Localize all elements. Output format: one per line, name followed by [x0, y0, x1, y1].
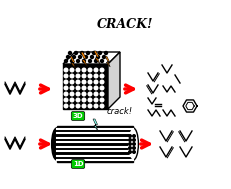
Circle shape	[82, 60, 85, 63]
Circle shape	[76, 92, 80, 96]
Circle shape	[70, 104, 74, 108]
Circle shape	[100, 74, 104, 78]
Polygon shape	[57, 126, 133, 162]
Circle shape	[91, 56, 94, 59]
Circle shape	[133, 151, 135, 153]
Circle shape	[70, 98, 74, 102]
Circle shape	[82, 86, 86, 90]
Circle shape	[76, 80, 80, 84]
Circle shape	[129, 147, 131, 149]
Circle shape	[129, 151, 131, 153]
Circle shape	[94, 98, 98, 102]
Circle shape	[100, 80, 104, 84]
Circle shape	[133, 147, 135, 149]
Text: CRACK!: CRACK!	[97, 18, 153, 30]
Circle shape	[64, 80, 68, 84]
Circle shape	[64, 104, 68, 108]
Circle shape	[70, 92, 74, 96]
Circle shape	[70, 74, 74, 78]
Circle shape	[76, 60, 79, 63]
Circle shape	[76, 86, 80, 90]
Circle shape	[76, 104, 80, 108]
Circle shape	[129, 139, 131, 141]
Circle shape	[129, 135, 131, 137]
Circle shape	[64, 68, 68, 72]
Circle shape	[88, 80, 92, 84]
Circle shape	[133, 139, 135, 141]
Circle shape	[76, 68, 80, 72]
Circle shape	[82, 98, 86, 102]
Polygon shape	[81, 52, 87, 67]
Circle shape	[94, 74, 98, 78]
Circle shape	[82, 92, 86, 96]
Circle shape	[88, 86, 92, 90]
Circle shape	[82, 68, 86, 72]
Text: 1D: 1D	[73, 161, 83, 167]
Circle shape	[104, 51, 107, 54]
Polygon shape	[108, 52, 120, 109]
Polygon shape	[70, 57, 76, 68]
Circle shape	[133, 135, 135, 137]
Circle shape	[73, 56, 76, 59]
Circle shape	[94, 60, 97, 63]
Circle shape	[100, 104, 104, 108]
Circle shape	[70, 60, 73, 63]
Circle shape	[88, 104, 92, 108]
Circle shape	[129, 143, 131, 145]
Circle shape	[103, 56, 106, 59]
Circle shape	[82, 104, 86, 108]
Circle shape	[64, 86, 68, 90]
Circle shape	[100, 98, 104, 102]
Circle shape	[88, 98, 92, 102]
Circle shape	[79, 56, 82, 59]
Circle shape	[70, 68, 74, 72]
Circle shape	[97, 56, 100, 59]
Circle shape	[76, 98, 80, 102]
Circle shape	[94, 104, 98, 108]
Circle shape	[64, 98, 68, 102]
Circle shape	[88, 60, 91, 63]
Circle shape	[86, 51, 89, 54]
Circle shape	[76, 74, 80, 78]
Circle shape	[92, 51, 95, 54]
Ellipse shape	[52, 128, 62, 160]
Circle shape	[100, 68, 104, 72]
Circle shape	[64, 60, 67, 63]
Circle shape	[69, 51, 72, 54]
Circle shape	[82, 80, 86, 84]
Circle shape	[133, 143, 135, 145]
Polygon shape	[93, 119, 98, 131]
Circle shape	[64, 92, 68, 96]
Circle shape	[98, 51, 101, 54]
Polygon shape	[94, 51, 100, 64]
Circle shape	[70, 86, 74, 90]
Text: crack!: crack!	[107, 108, 133, 116]
Circle shape	[100, 86, 104, 90]
Circle shape	[64, 74, 68, 78]
Circle shape	[82, 74, 86, 78]
Circle shape	[94, 86, 98, 90]
Circle shape	[88, 92, 92, 96]
Circle shape	[94, 80, 98, 84]
Circle shape	[85, 56, 88, 59]
Ellipse shape	[128, 128, 138, 160]
Polygon shape	[105, 57, 110, 67]
Circle shape	[67, 56, 70, 59]
Circle shape	[94, 68, 98, 72]
FancyBboxPatch shape	[63, 64, 108, 109]
Circle shape	[94, 92, 98, 96]
Circle shape	[80, 51, 83, 54]
Polygon shape	[63, 52, 120, 64]
Circle shape	[70, 80, 74, 84]
Circle shape	[75, 51, 77, 54]
Circle shape	[100, 92, 104, 96]
Circle shape	[100, 60, 103, 63]
Text: 3D: 3D	[73, 113, 83, 119]
Circle shape	[88, 74, 92, 78]
Circle shape	[88, 68, 92, 72]
